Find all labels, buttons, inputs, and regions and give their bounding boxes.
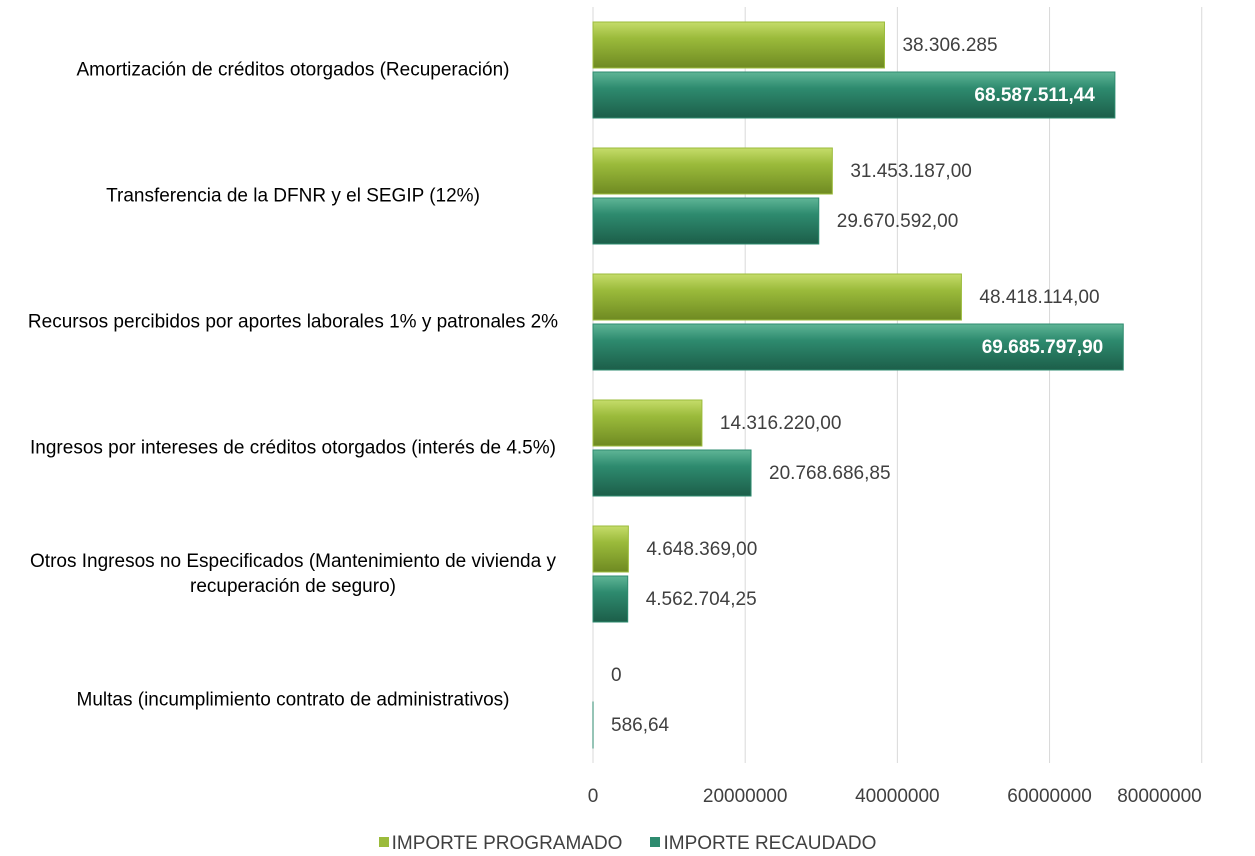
data-label: 20.768.686,85 [769,463,891,484]
category-label: Transferencia de la DFNR y el SEGIP (12%… [106,185,480,207]
bar [592,273,962,321]
data-label: 38.306.285 [902,35,997,56]
bar [592,449,752,497]
data-label: 586,64 [611,715,670,736]
data-label: 29.670.592,00 [837,211,959,232]
legend-label: IMPORTE PROGRAMADO [391,833,623,854]
data-label: 4.562.704,25 [646,589,757,610]
bar [592,399,703,447]
data-label: 48.418.114,00 [979,287,1099,308]
data-label: 68.587.511,44 [974,85,1095,106]
x-tick-label: 40000000 [855,786,940,807]
category-label: Otros Ingresos no Especificados (Manteni… [30,551,556,597]
bar [592,323,1124,371]
bar [592,575,629,623]
bar [592,525,629,573]
data-label: 4.648.369,00 [646,539,757,560]
data-label: 0 [611,665,622,686]
legend-swatch [650,837,661,847]
category-label: Recursos percibidos por aportes laborale… [27,311,559,333]
bar [592,197,820,245]
bar [592,147,833,195]
data-label: 14.316.220,00 [720,413,842,434]
x-tick-label: 20000000 [703,786,788,807]
data-label: 69.685.797,90 [982,337,1104,358]
bar [592,21,885,69]
x-tick-label: 0 [588,786,599,807]
category-label: Multas (incumplimiento contrato de admin… [76,689,510,711]
legend-item: IMPORTE RECAUDADO [650,833,876,854]
category-label: Amortización de créditos otorgados (Recu… [76,59,510,81]
legend: IMPORTE PROGRAMADO IMPORTE RECAUDADO [0,833,1255,855]
legend-label: IMPORTE RECAUDADO [663,833,877,854]
category-label: Ingresos por intereses de créditos otorg… [30,437,556,459]
data-label: 31.453.187,00 [850,161,972,182]
x-tick-label: 60000000 [1007,786,1092,807]
legend-item: IMPORTE PROGRAMADO [378,833,623,854]
legend-swatch [378,837,389,847]
x-tick-label: 80000000 [1117,786,1202,807]
bar [592,71,1116,119]
